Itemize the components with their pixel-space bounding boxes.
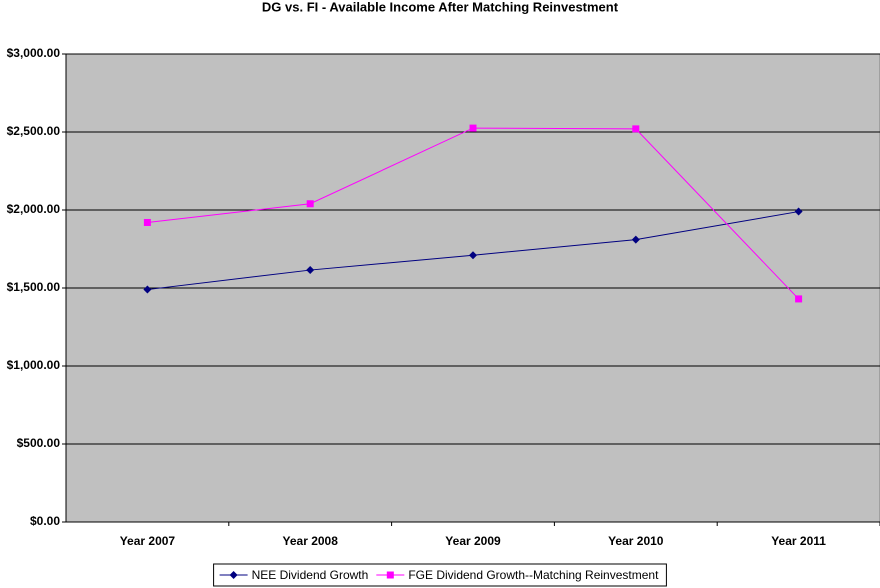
y-tick-label: $500.00 [17,436,61,450]
data-point [143,218,151,226]
legend-box [213,563,667,587]
chart-title: DG vs. FI - Available Income After Match… [262,0,619,14]
data-point [306,200,314,208]
legend-label: FGE Dividend Growth--Matching Reinvestme… [408,568,659,582]
x-tick-label: Year 2010 [608,534,664,548]
y-tick-label: $0.00 [30,514,60,528]
x-tick-label: Year 2009 [445,534,501,548]
data-point [794,207,803,216]
x-tick-label: Year 2008 [283,534,339,548]
data-point [143,285,152,294]
legend-item: NEE Dividend Growth [219,568,369,582]
x-tick-label: Year 2011 [771,534,826,548]
data-point [631,235,640,244]
data-point [795,295,803,303]
data-point [469,124,477,132]
legend-marker [229,571,238,579]
y-tick-label: $1,500.00 [7,280,61,294]
legend-item: FGE Dividend Growth--Matching Reinvestme… [376,568,659,582]
x-tick-label: Year 2007 [120,534,176,548]
y-tick-label: $2,000.00 [7,202,61,216]
legend: NEE Dividend Growth FGE Dividend Growth--… [213,563,667,587]
y-tick-label: $2,500.00 [7,124,61,138]
y-tick-label: $1,000.00 [7,358,61,372]
legend-marker [386,571,394,579]
legend-label: NEE Dividend Growth [252,568,369,582]
data-point [306,266,315,275]
data-point [632,125,640,133]
data-point [469,251,477,260]
y-tick-label: $3,000.00 [7,46,61,60]
